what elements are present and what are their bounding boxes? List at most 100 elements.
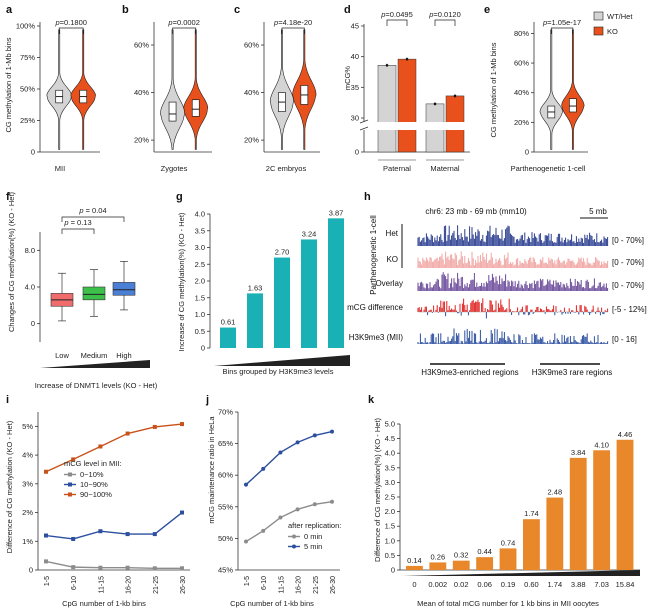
panel-i-category: 16-20 bbox=[126, 576, 133, 594]
panel-i-point bbox=[98, 444, 103, 449]
chart-marks: 0 25% 50% 75% 100% p=0.1800 20% 40% 60% p=0.0002 2… bbox=[16, 10, 640, 594]
panel-f-xlabel: Increase of DNMT1 levels (KO - Het) bbox=[35, 381, 158, 390]
panel-i-point bbox=[152, 424, 157, 429]
panel-j-xlabel: CpG number of 1-kb bins bbox=[230, 599, 314, 608]
panel-e-pvalue: p=1.05e-17 bbox=[542, 18, 581, 27]
panel-g-bar bbox=[274, 257, 290, 348]
panel-k-value-label: 2.48 bbox=[548, 488, 563, 497]
panel-g-tick-label: 1.5 bbox=[195, 293, 205, 302]
panel-g-tick-label: 0.5 bbox=[195, 327, 205, 336]
panel-i-point bbox=[98, 529, 103, 534]
panel-h-track-h3k9: H3K9me3 (MII) bbox=[349, 333, 404, 342]
panel-e-violin-wt bbox=[539, 29, 563, 150]
panel-f-bracket bbox=[61, 228, 95, 234]
panel-j-point bbox=[330, 499, 334, 504]
panel-k-bar bbox=[546, 497, 564, 570]
legend-ko-label: KO bbox=[607, 27, 618, 36]
panel-j-category: 16-20 bbox=[296, 576, 303, 594]
panel-k-value-label: 4.46 bbox=[618, 430, 633, 439]
panel-i-tick-label: 3% bbox=[22, 479, 33, 488]
panel-j-legend-marker bbox=[292, 544, 296, 549]
panel-letter-k: k bbox=[368, 394, 375, 406]
panel-k-category: 3.88 bbox=[571, 580, 586, 589]
panel-i-point bbox=[44, 469, 48, 474]
panel-c-tick-label: 60% bbox=[244, 41, 259, 50]
panel-c-pvalue: p=4.18e-20 bbox=[273, 18, 312, 27]
panel-e-ylabel: CG methylation of 1-Mb bins bbox=[489, 42, 498, 137]
panel-i-point bbox=[180, 422, 184, 427]
panel-d-tick-label: 45 bbox=[351, 22, 359, 31]
panel-g-bar bbox=[247, 293, 263, 348]
panel-i-legend-label: 10~90% bbox=[80, 480, 108, 489]
panel-j-tick-label: 45% bbox=[218, 566, 233, 575]
panel-k-tick-label: 0 bbox=[391, 566, 395, 575]
panel-letter-e: e bbox=[484, 4, 490, 16]
panel-c-xlabel: 2C embryos bbox=[266, 164, 307, 173]
panel-i-category: 26-30 bbox=[180, 576, 187, 594]
panel-e-tick-label: 60% bbox=[514, 59, 529, 68]
panel-a-tick-label: 25% bbox=[20, 116, 35, 125]
panel-g-xlabel: Bins grouped by H3K9me3 levels bbox=[223, 367, 334, 376]
panel-c-tick-label: 20% bbox=[244, 136, 259, 145]
panel-i-series-line bbox=[45, 511, 183, 540]
panel-h-scale: 5 mb bbox=[589, 207, 607, 216]
panel-j-point bbox=[244, 482, 248, 487]
panel-f-category: Low bbox=[55, 351, 69, 360]
panel-j-legend-label: 0 min bbox=[304, 532, 322, 541]
panel-f-category: Medium bbox=[81, 351, 108, 360]
panel-k-category: 7.03 bbox=[594, 580, 609, 589]
panel-e-tick-label: 40% bbox=[514, 88, 529, 97]
panel-h-range-mcg: [-5 - 12%] bbox=[612, 305, 647, 314]
panel-g-tick-label: 3.5 bbox=[195, 226, 205, 235]
panel-d-ylabel: mCG% bbox=[343, 66, 352, 90]
panel-j-tick-label: 60% bbox=[218, 471, 233, 480]
panel-k-tick-label: 2.5 bbox=[385, 493, 395, 502]
panel-j-category: 21-25 bbox=[313, 576, 320, 594]
panel-k-tick-label: 5.0 bbox=[385, 420, 395, 429]
panel-k-bar bbox=[569, 457, 587, 570]
panel-c-tick-label: 40% bbox=[244, 88, 259, 97]
panel-h-group-label: Parthenogenetic 1-cell bbox=[369, 215, 378, 295]
panel-a-pvalue: p=0.1800 bbox=[54, 18, 87, 27]
panel-i-point bbox=[125, 565, 130, 570]
panel-b-violin-wt bbox=[160, 29, 186, 150]
panel-g-tick-label: 4.0 bbox=[195, 210, 205, 219]
panel-f-bracket bbox=[61, 216, 125, 222]
panel-k-bar bbox=[616, 439, 634, 570]
panel-b-box-ko bbox=[191, 99, 200, 117]
panel-j-ylabel: mCG maintenance ratio in HeLa bbox=[207, 416, 216, 524]
panel-i-tick-label: 0 bbox=[29, 566, 33, 575]
panel-f-tick-label: 0 bbox=[31, 319, 35, 328]
panel-j-point bbox=[278, 515, 283, 520]
panel-g-bar bbox=[301, 239, 317, 348]
panel-a-bracket bbox=[58, 27, 84, 34]
panel-h-region: chr6: 23 mb - 69 mb (mm10) bbox=[425, 207, 527, 216]
panel-i-category: 1-5 bbox=[44, 576, 51, 586]
panel-d-category: Paternal bbox=[383, 164, 411, 173]
panel-e-tick-label: 0 bbox=[525, 148, 529, 157]
panel-d-point bbox=[433, 102, 437, 106]
panel-k-value-label: 4.10 bbox=[594, 440, 609, 449]
panel-h-range-h3k9: [0 - 16] bbox=[612, 335, 637, 344]
panel-f-box bbox=[82, 286, 106, 301]
panel-letter-d: d bbox=[344, 4, 351, 16]
panel-g-ylabel: Increase of CG methylation(%) (KO - Het) bbox=[177, 212, 186, 351]
panel-letter-f: f bbox=[6, 191, 10, 203]
panel-i-series-line bbox=[45, 560, 182, 569]
panel-h-track-mcg: mCG difference bbox=[347, 303, 403, 312]
panel-i-legend-marker bbox=[68, 472, 72, 477]
panel-i-legend-title: mCG level in MII: bbox=[64, 459, 122, 468]
panel-k-bar bbox=[523, 519, 540, 570]
panel-i-point bbox=[71, 457, 76, 462]
panel-i-point bbox=[152, 532, 157, 537]
panel-letter-a: a bbox=[6, 4, 13, 16]
panel-k-bar bbox=[476, 557, 494, 570]
panel-e-xlabel: Parthenogenetic 1-cell bbox=[511, 164, 586, 173]
panel-k-value-label: 1.74 bbox=[524, 509, 539, 518]
panel-c-bracket bbox=[281, 27, 305, 34]
panel-g-value-label: 1.63 bbox=[248, 283, 263, 292]
panel-h-track-ko: KO bbox=[386, 255, 398, 264]
panel-i-ylabel: Difference of CG methylation (KO - Het) bbox=[5, 420, 14, 553]
panel-f-pvalue: p = 0.04 bbox=[78, 206, 106, 215]
